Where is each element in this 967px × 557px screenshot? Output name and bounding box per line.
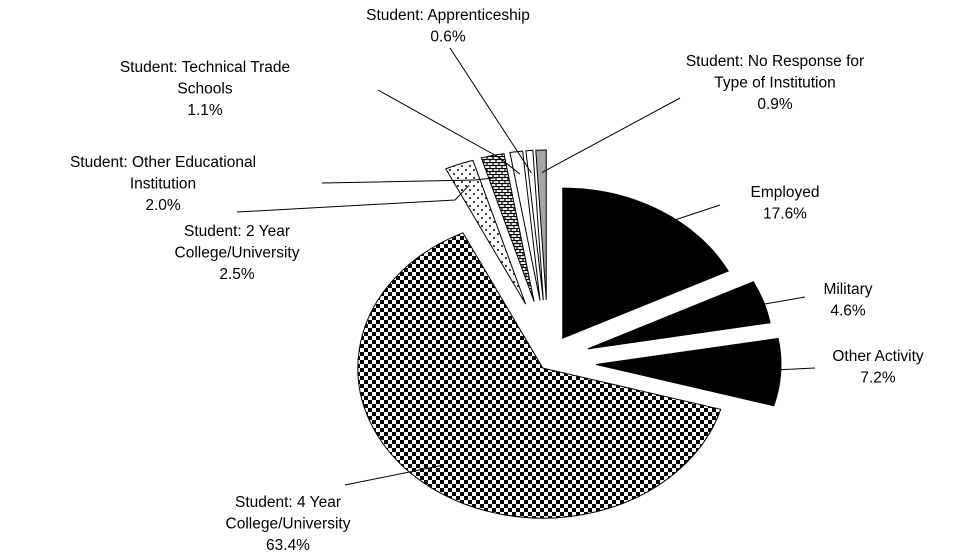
value-label: 63.4% (266, 537, 310, 554)
slice-label: Other Activity (832, 348, 924, 365)
leader-line (737, 296, 806, 310)
pie-slice (525, 149, 544, 301)
leader-line (645, 204, 721, 231)
slice-label: Student: 4 Year College/University (226, 494, 351, 533)
slice-label: Student: Other Educational Institution (70, 154, 256, 193)
value-label: 2.0% (145, 197, 181, 214)
value-label: 1.1% (187, 102, 223, 119)
leader-line (321, 176, 499, 184)
value-label: 4.6% (830, 303, 866, 320)
pie-slice (562, 187, 729, 339)
value-label: 7.2% (860, 370, 896, 387)
value-label: 2.5% (219, 266, 255, 283)
slice-label: Military (823, 281, 872, 298)
leader-line (236, 184, 470, 213)
pie-slice (595, 337, 782, 407)
pie-slice (509, 150, 541, 301)
leader-line (752, 367, 816, 372)
pie-slice (357, 232, 722, 519)
slice-label: Employed (751, 184, 820, 201)
value-label: 17.6% (763, 206, 807, 223)
pie-slice (480, 153, 535, 302)
pie-slice (535, 149, 547, 301)
leader-line (449, 47, 532, 174)
leader-line (377, 89, 521, 175)
slice-label: Student: 2 Year College/University (175, 223, 300, 262)
slice-label: Student: Technical Trade Schools (120, 59, 290, 98)
value-label: 0.6% (430, 29, 466, 46)
pie-slice (587, 281, 771, 350)
leader-line (344, 465, 442, 486)
leader-line (541, 97, 681, 174)
pie-slice (445, 159, 527, 305)
slice-label: Student: No Response for Type of Institut… (686, 53, 864, 92)
slice-label: Student: Apprenticeship (366, 7, 530, 24)
value-label: 0.9% (757, 96, 793, 113)
